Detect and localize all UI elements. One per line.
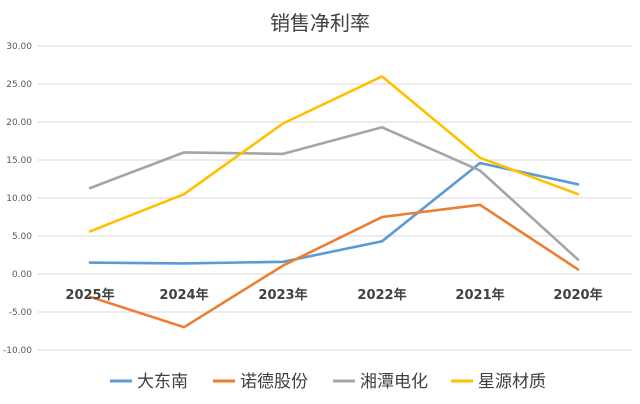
chart-title: 销售净利率 bbox=[270, 11, 370, 35]
y-tick-label: 0.00 bbox=[12, 270, 32, 280]
y-tick-label: 5.00 bbox=[12, 232, 32, 242]
series-line-1 bbox=[88, 203, 580, 329]
series-line-2 bbox=[88, 126, 580, 261]
y-tick-label: 20.00 bbox=[6, 118, 32, 128]
legend: 大东南 诺德股份 湘潭电化 星源材质 bbox=[110, 372, 546, 392]
y-tick-label: 25.00 bbox=[6, 80, 32, 90]
legend-label: 湘潭电化 bbox=[360, 372, 428, 392]
series-line-0 bbox=[88, 161, 580, 265]
grid bbox=[38, 45, 632, 351]
legend-label: 大东南 bbox=[137, 372, 188, 392]
x-tick-label: 2021年 bbox=[455, 287, 504, 303]
legend-label: 星源材质 bbox=[478, 372, 546, 392]
x-tick-label: 2023年 bbox=[258, 287, 307, 303]
y-tick-label: 15.00 bbox=[6, 156, 32, 166]
series-lines bbox=[88, 75, 580, 329]
series-line-3 bbox=[88, 75, 580, 233]
y-axis-ticks: -10.00 -5.00 0.00 5.00 10.00 15.00 20.00 25.00 3… bbox=[3, 42, 32, 356]
x-tick-label: 2020年 bbox=[553, 287, 602, 303]
y-tick-label: -5.00 bbox=[9, 308, 33, 318]
x-tick-label: 2022年 bbox=[357, 287, 406, 303]
y-tick-label: -10.00 bbox=[3, 346, 32, 356]
x-tick-label: 2025年 bbox=[65, 287, 114, 303]
x-tick-label: 2024年 bbox=[159, 287, 208, 303]
x-axis-ticks: 2025年 2024年 2023年 2022年 2021年 2020年 bbox=[65, 287, 602, 303]
legend-label: 诺德股份 bbox=[240, 372, 308, 392]
y-tick-label: 10.00 bbox=[6, 194, 32, 204]
y-tick-label: 30.00 bbox=[6, 42, 32, 52]
